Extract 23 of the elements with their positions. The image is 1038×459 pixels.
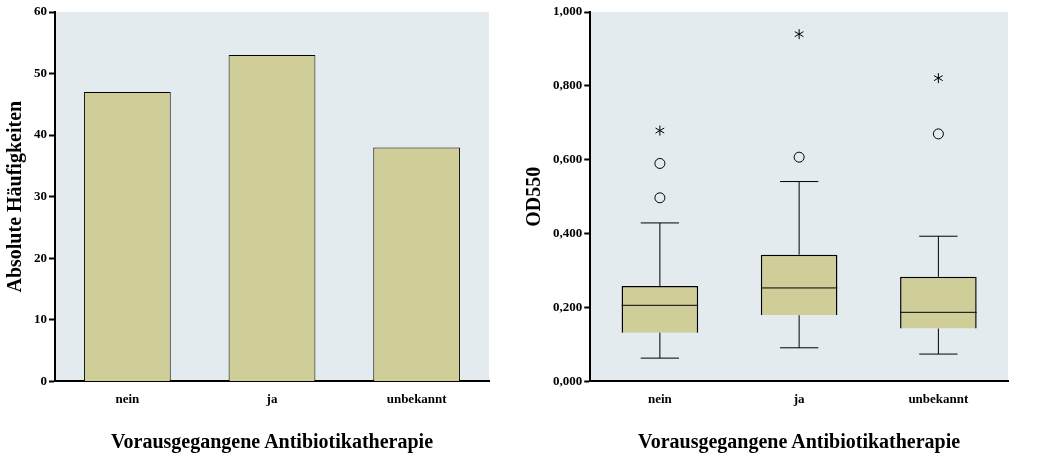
y-tick-label: 30 (34, 188, 47, 204)
x-tick-label: unbekannt (908, 390, 970, 406)
y-tick-label: 0,000 (553, 372, 583, 388)
x-axis-title: Vorausgegangene Antibiotikatherapie (638, 430, 961, 454)
y-tick-label: 60 (34, 3, 47, 19)
y-tick-label: 50 (34, 64, 47, 80)
y-tick-label: 0,800 (553, 77, 583, 93)
y-tick-label: 20 (34, 249, 47, 265)
x-tick-label: ja (792, 390, 806, 406)
y-tick-label: 0 (40, 372, 47, 388)
y-tick-label: 1,000 (553, 3, 583, 19)
x-tick-label: ja (265, 390, 278, 406)
y-tick-label: 10 (34, 311, 47, 327)
x-axis-title: Vorausgegangene Antibiotikatherapie (110, 430, 434, 454)
x-tick-label: unbekannt (386, 390, 448, 406)
x-tick-label: nein (115, 390, 141, 406)
x-tick-label: nein (647, 390, 673, 406)
y-tick-label: 40 (34, 126, 47, 142)
y-axis-title: Absolute Häufigkeiten (3, 100, 27, 293)
y-tick-label: 0,400 (553, 225, 583, 240)
y-axis-title: OD550 (522, 166, 545, 227)
y-tick-label: 0,200 (553, 298, 583, 314)
y-tick-label: 0,600 (553, 151, 583, 167)
